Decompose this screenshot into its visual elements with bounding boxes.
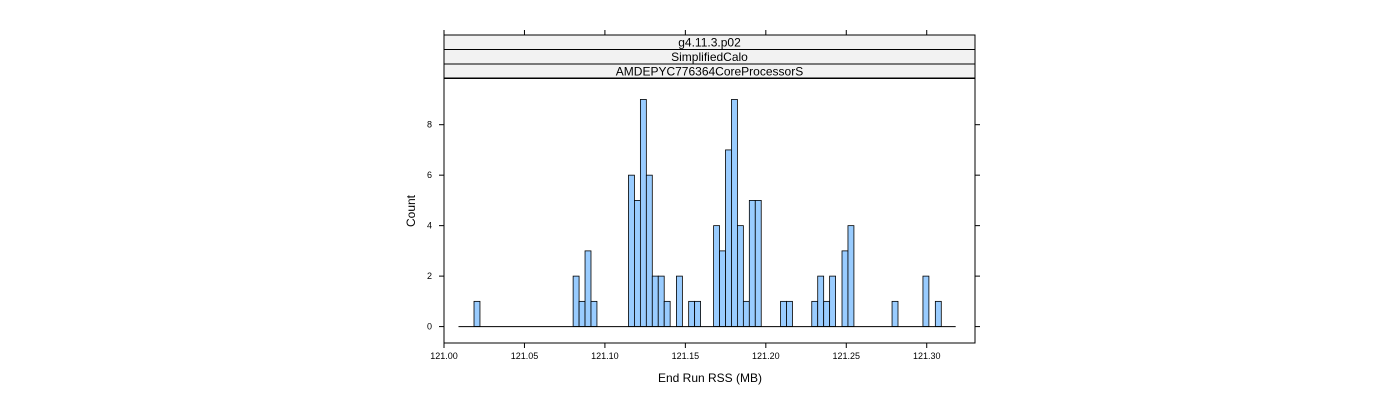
- y-axis: 0 2 4 6 8: [427, 120, 444, 332]
- strip-label: SimplifiedCalo: [671, 50, 748, 64]
- strip-label: AMDEPYC776364CoreProcessorS: [616, 65, 803, 79]
- histogram-bar: [473, 300, 481, 327]
- histogram-bar: [786, 300, 793, 327]
- histogram-bar: [694, 300, 701, 327]
- histogram-bar: [823, 300, 831, 327]
- histogram-bar: [663, 300, 671, 327]
- histogram-bar: [742, 300, 750, 327]
- histogram-bar: [829, 275, 836, 327]
- histogram-bar: [719, 250, 726, 327]
- histogram-bar: [811, 300, 819, 327]
- y-tick-label: 8: [427, 120, 432, 130]
- histogram-bar: [651, 275, 659, 327]
- y-tick-label: 6: [427, 170, 432, 180]
- histogram-bar: [780, 300, 787, 327]
- y-axis-label: Count: [404, 194, 418, 227]
- histogram-bar: [891, 300, 899, 327]
- histogram-bar: [634, 200, 641, 327]
- histogram-bar: [817, 275, 825, 327]
- strip-header: g4.11.3.p02SimplifiedCaloAMDEPYC776364Co…: [443, 34, 976, 79]
- right-axis-ticks: [975, 124, 980, 328]
- histogram-bar: [748, 200, 756, 327]
- x-tick-label: 121.00: [430, 351, 458, 361]
- histogram-bar: [645, 174, 653, 327]
- x-tick-label: 121.05: [511, 351, 539, 361]
- histogram-bar: [639, 99, 647, 327]
- x-tick-label: 121.25: [833, 351, 861, 361]
- histogram-bar: [590, 300, 598, 327]
- x-axis: 121.00 121.05 121.10 121.15 121.20 121.25 121.…: [430, 343, 940, 361]
- x-axis-label: End Run RSS (MB): [658, 371, 762, 385]
- histogram-bar: [584, 250, 592, 327]
- histogram-bar: [737, 225, 744, 327]
- panel-frame: [443, 77, 976, 344]
- x-tick-label: 121.20: [752, 351, 780, 361]
- histogram-bar: [847, 225, 855, 327]
- x-tick-label: 121.30: [913, 351, 941, 361]
- histogram-bar: [731, 99, 738, 327]
- y-tick-label: 4: [427, 221, 432, 231]
- histogram-bar: [628, 174, 635, 327]
- histogram-bar: [688, 300, 696, 327]
- histogram-bar: [934, 300, 942, 327]
- histogram-bar: [657, 275, 665, 327]
- histogram-bar: [754, 200, 762, 327]
- y-tick-label: 0: [427, 322, 432, 332]
- histogram-bar: [725, 149, 732, 327]
- histogram-bar: [713, 225, 720, 327]
- histogram-bar: [572, 275, 580, 327]
- x-tick-label: 121.15: [672, 351, 700, 361]
- top-axis-ticks: [443, 30, 928, 35]
- histogram-bar: [578, 300, 586, 327]
- x-tick-label: 121.10: [591, 351, 619, 361]
- histogram-bar: [676, 275, 683, 327]
- histogram-bar: [841, 250, 849, 327]
- histogram-bars: [473, 99, 942, 327]
- histogram-bar: [922, 275, 930, 327]
- strip-label: g4.11.3.p02: [678, 36, 741, 50]
- y-tick-label: 2: [427, 271, 432, 281]
